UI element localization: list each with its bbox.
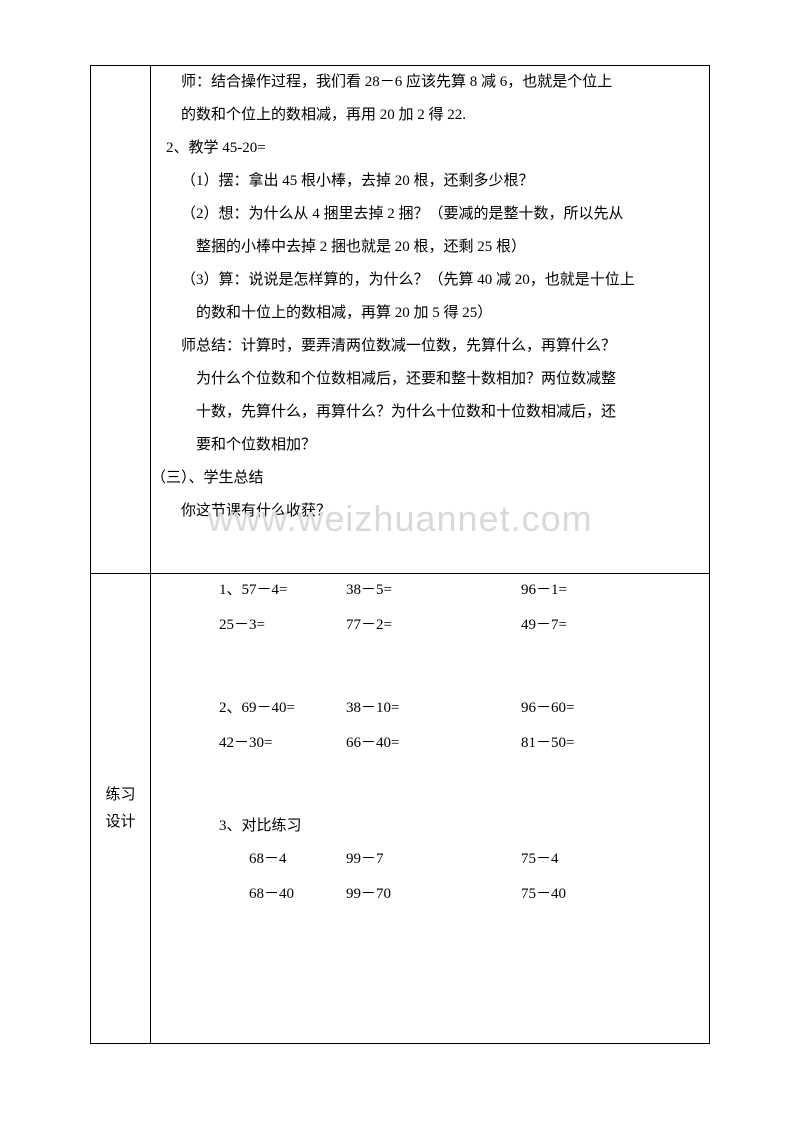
exercise-col1: 68－4 [151, 843, 346, 876]
exercise-group-1: 1、57－4=38－5=96－1=25－3=77－2=49－7= [151, 574, 709, 642]
content-line: 师：结合操作过程，我们看 28－6 应该先算 8 减 6，也就是个位上 [151, 66, 709, 99]
exercise-col1: 42－30= [151, 727, 346, 760]
section1-content-cell: 师：结合操作过程，我们看 28－6 应该先算 8 减 6，也就是个位上的数和个位… [151, 66, 710, 574]
content-line: 十数，先算什么，再算什么？为什么十位数和十位数相减后，还 [151, 396, 709, 429]
content-line: 师总结：计算时，要弄清两位数减一位数，先算什么，再算什么？ [151, 330, 709, 363]
content-line: 整捆的小棒中去掉 2 捆也就是 20 根，还剩 25 根） [151, 231, 709, 264]
content-line: 要和个位数相加？ [151, 429, 709, 462]
lesson-plan-table: 师：结合操作过程，我们看 28－6 应该先算 8 减 6，也就是个位上的数和个位… [90, 65, 710, 1044]
content-line: 你这节课有什么收获？ [151, 495, 709, 528]
exercise-row: 68－4099－7075－40 [151, 878, 709, 911]
document-page: 师：结合操作过程，我们看 28－6 应该先算 8 减 6，也就是个位上的数和个位… [0, 0, 800, 1094]
exercise-label-line2: 设计 [105, 809, 135, 836]
exercise-col2: 38－5= [346, 574, 521, 607]
exercise-row: 25－3=77－2=49－7= [151, 609, 709, 642]
section2-label-cell: 练习 设计 [91, 574, 151, 1044]
exercise-row: 1、57－4=38－5=96－1= [151, 574, 709, 607]
exercise-col1: 25－3= [151, 609, 346, 642]
exercise-3-title: 3、对比练习 [151, 810, 709, 843]
section2-content-cell: 1、57－4=38－5=96－1=25－3=77－2=49－7= 2、69－40… [151, 574, 710, 1044]
content-line: （三）、学生总结 [151, 462, 709, 495]
exercise-col2: 99－7 [346, 843, 521, 876]
exercise-col1: 2、69－40= [151, 692, 346, 725]
exercise-col3: 75－40 [521, 878, 651, 911]
exercise-col2: 99－70 [346, 878, 521, 911]
teaching-content: 师：结合操作过程，我们看 28－6 应该先算 8 减 6，也就是个位上的数和个位… [151, 66, 709, 528]
exercise-col3: 81－50= [521, 727, 651, 760]
content-line: （1）摆：拿出 45 根小棒，去掉 20 根，还剩多少根？ [151, 165, 709, 198]
content-line: （3）算：说说是怎样算的，为什么？（先算 40 减 20，也就是十位上 [151, 264, 709, 297]
exercise-col3: 49－7= [521, 609, 651, 642]
exercise-col1: 68－40 [151, 878, 346, 911]
exercise-row: 42－30=66－40=81－50= [151, 727, 709, 760]
exercise-label-line1: 练习 [105, 782, 135, 809]
exercise-col3: 96－60= [521, 692, 651, 725]
exercise-row: 2、69－40=38－10=96－60= [151, 692, 709, 725]
content-line: 的数和十位上的数相减，再算 20 加 5 得 25） [151, 297, 709, 330]
exercise-col2: 77－2= [346, 609, 521, 642]
exercise-col3: 75－4 [521, 843, 651, 876]
content-line: 2、教学 45-20= [151, 132, 709, 165]
section1-label-cell [91, 66, 151, 574]
exercise-col3: 96－1= [521, 574, 651, 607]
content-line: 的数和个位上的数相减，再用 20 加 2 得 22. [151, 99, 709, 132]
exercise-row: 68－499－775－4 [151, 843, 709, 876]
content-line: 为什么个位数和个位数相减后，还要和整十数相加？两位数减整 [151, 363, 709, 396]
content-line: （2）想：为什么从 4 捆里去掉 2 捆？（要减的是整十数，所以先从 [151, 198, 709, 231]
exercise-col1: 1、57－4= [151, 574, 346, 607]
exercise-col2: 66－40= [346, 727, 521, 760]
exercise-group-3: 3、对比练习68－499－775－468－4099－7075－40 [151, 810, 709, 911]
exercise-col2: 38－10= [346, 692, 521, 725]
exercise-group-2: 2、69－40=38－10=96－60=42－30=66－40=81－50= [151, 692, 709, 760]
